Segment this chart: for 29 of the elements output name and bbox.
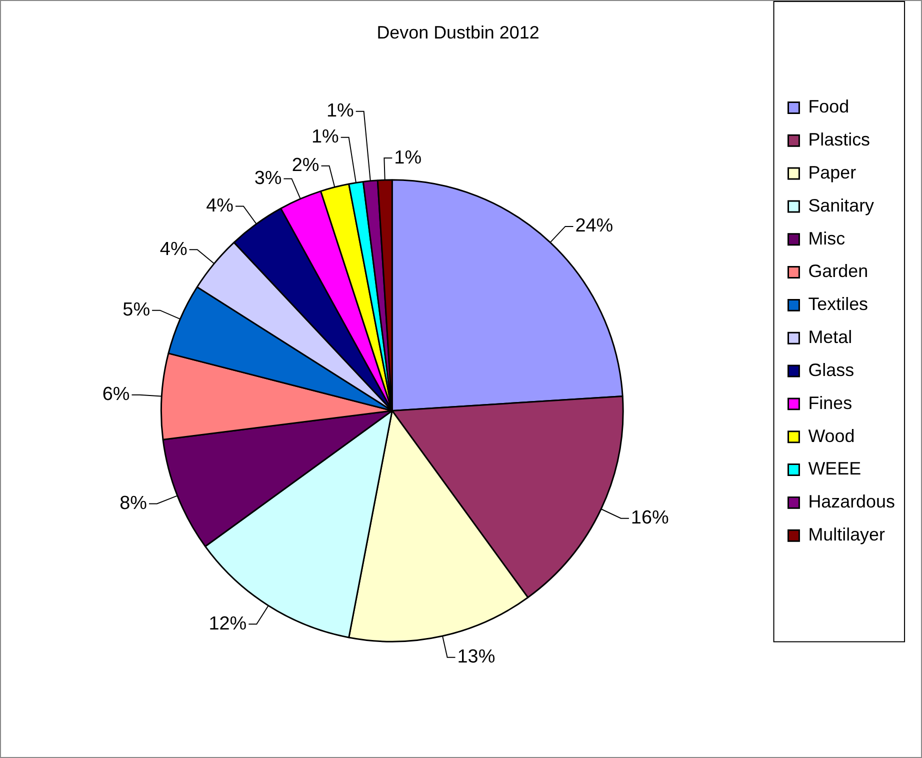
legend-label: Sanitary bbox=[808, 195, 874, 216]
data-label: 4% bbox=[160, 238, 188, 260]
data-label: 13% bbox=[457, 646, 496, 668]
legend-label: WEEE bbox=[808, 458, 862, 479]
data-label: 1% bbox=[311, 126, 339, 148]
legend-label: Textiles bbox=[808, 294, 868, 314]
legend-label: Food bbox=[808, 96, 850, 117]
legend-label: Fines bbox=[808, 392, 852, 413]
legend-label: Glass bbox=[808, 360, 854, 380]
legend-label: Garden bbox=[808, 261, 868, 282]
legend-label: Wood bbox=[808, 426, 855, 446]
data-label: 3% bbox=[254, 168, 282, 189]
legend-label: Multilayer bbox=[808, 524, 885, 545]
data-label: 6% bbox=[102, 384, 130, 406]
legend-label: Plastics bbox=[808, 130, 870, 150]
legend-label: Hazardous bbox=[808, 492, 895, 512]
data-label: 5% bbox=[122, 300, 150, 321]
data-label: 1% bbox=[326, 100, 354, 122]
data-label: 24% bbox=[575, 216, 614, 237]
legend-label: Misc bbox=[808, 228, 846, 248]
text: Devon Dustbin 2012 bbox=[376, 22, 540, 43]
data-label: 4% bbox=[206, 195, 234, 216]
data-label: 2% bbox=[292, 155, 320, 176]
data-label: 16% bbox=[630, 508, 670, 529]
legend-label: Metal bbox=[808, 327, 852, 348]
data-label: 1% bbox=[394, 147, 422, 168]
data-label: 12% bbox=[208, 613, 247, 634]
data-label: 8% bbox=[120, 492, 148, 514]
legend-label: Paper bbox=[808, 162, 856, 182]
